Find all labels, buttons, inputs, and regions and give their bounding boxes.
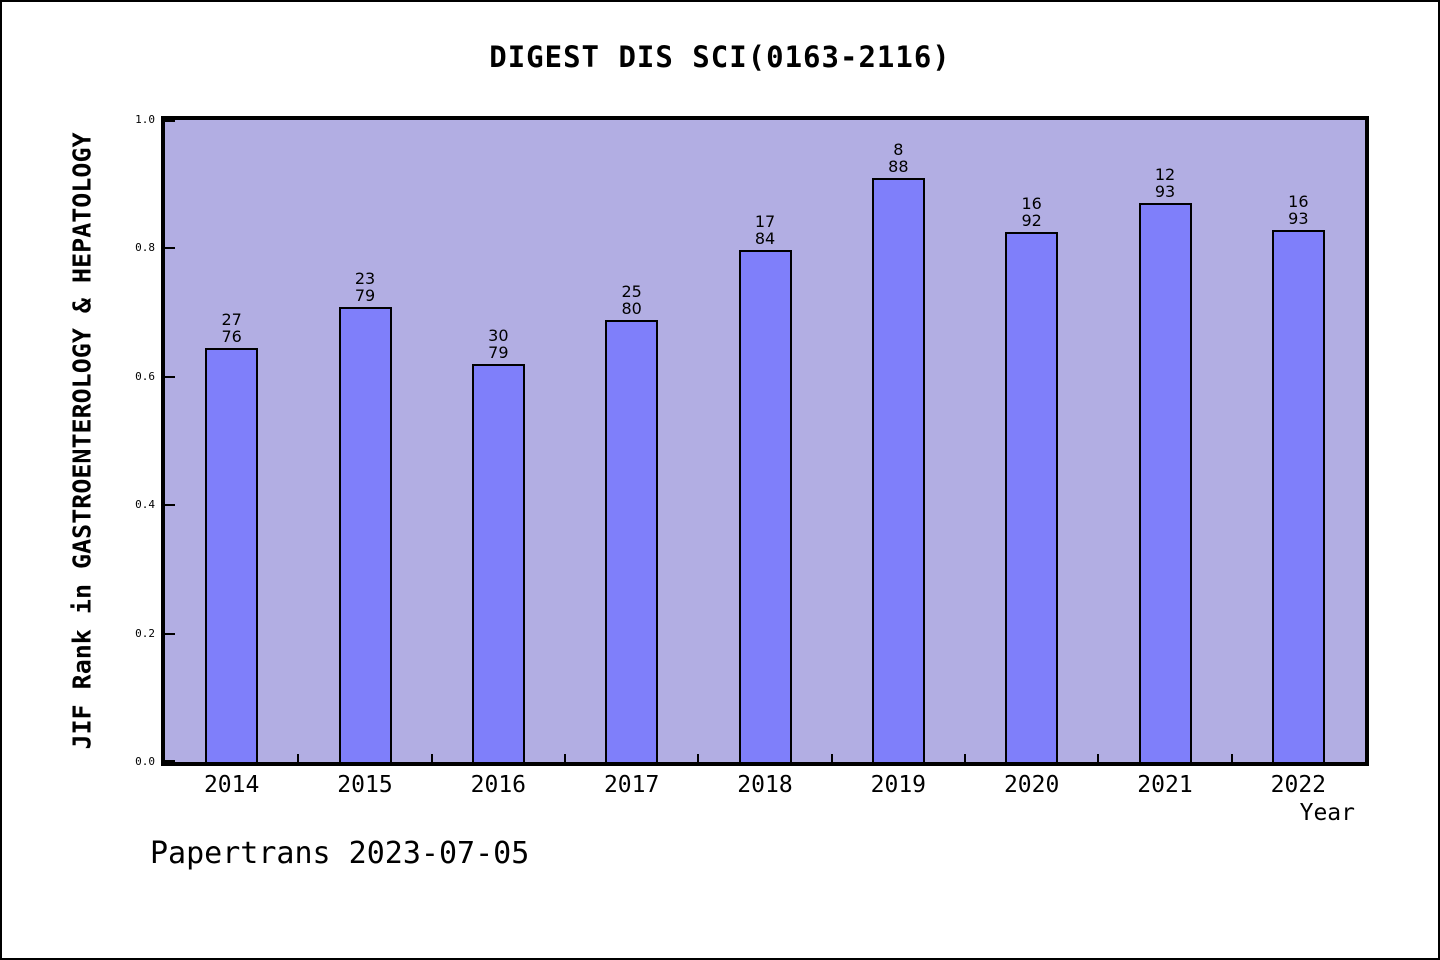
x-tick-label-2021: 2021	[1137, 772, 1193, 798]
y-tick-mark	[165, 760, 175, 762]
bar-rank-value: 25	[621, 282, 642, 301]
x-tick-label-2017: 2017	[603, 772, 660, 798]
y-tick-label: 0.8	[135, 241, 155, 255]
bar-value-label-2022: 16 93	[1253, 193, 1343, 227]
bar-2021	[1138, 203, 1192, 762]
bar-total-value: 80	[621, 299, 642, 318]
bar-rank-value: 17	[754, 212, 776, 231]
bar-2015	[338, 307, 392, 762]
bar-total-value: 93	[1288, 209, 1309, 228]
x-tick-label-2018: 2018	[737, 772, 793, 798]
x-tick-label-2016: 2016	[470, 772, 527, 798]
bar-total-value: 76	[221, 327, 242, 346]
bar-rank-value: 16	[1288, 192, 1309, 211]
x-axis-minor-tick	[697, 754, 700, 762]
chart-title: DIGEST DIS SCI(0163-2116)	[489, 40, 951, 74]
plot-area: 27 76 2014 23 79 2015 30 79 2016 25 80 2017 17 84 2018…	[135, 113, 1369, 798]
x-axis-minor-tick	[830, 754, 833, 762]
bar-value-label-2015: 23 79	[320, 270, 410, 304]
bar-rank-value: 27	[221, 310, 242, 329]
x-axis-minor-tick	[1097, 754, 1100, 762]
bar-value-label-2017: 25 80	[587, 283, 677, 317]
bar-2022	[1271, 230, 1325, 762]
bar-rank-value: 16	[1021, 194, 1042, 213]
bar-2016	[471, 364, 525, 762]
y-tick-mark	[165, 375, 175, 378]
y-tick-label: 0.0	[135, 755, 155, 768]
bar-2017	[605, 320, 659, 762]
plot-inner: 27 76 2014 23 79 2015 30 79 2016 25 80 2017 17 84 2018…	[135, 113, 1365, 798]
y-tick-mark	[165, 120, 175, 122]
bar-value-label-2014: 27 76	[187, 311, 277, 345]
x-axis-minor-tick	[430, 754, 433, 762]
bar-total-value: 79	[354, 286, 376, 305]
bar-2020	[1005, 232, 1059, 762]
bar-value-label-2016: 30 79	[453, 327, 543, 361]
y-tick-label: 0.2	[135, 626, 155, 640]
bar-total-value: 93	[1154, 182, 1176, 201]
y-tick-mark	[165, 504, 175, 507]
bar-value-label-2021: 12 93	[1120, 166, 1210, 200]
x-axis-minor-tick	[297, 754, 300, 762]
y-tick-mark	[165, 247, 175, 250]
x-tick-label-2014: 2014	[203, 772, 260, 798]
bar-rank-value: 30	[488, 326, 509, 345]
bar-2019	[871, 178, 925, 762]
bar-rank-value: 8	[893, 140, 904, 159]
bar-total-value: 79	[488, 343, 509, 362]
bar-total-value: 88	[888, 157, 909, 176]
bar-rank-value: 12	[1154, 165, 1176, 184]
x-axis-minor-tick	[964, 754, 966, 762]
y-axis-label: JIF Rank in GASTROENTEROLOGY & HEPATOLOG…	[67, 132, 97, 750]
bar-2014	[205, 348, 259, 762]
bar-rank-value: 23	[354, 269, 376, 288]
bar-value-label-2018: 17 84	[720, 213, 810, 247]
x-axis-minor-tick	[1230, 754, 1233, 762]
bar-total-value: 92	[1021, 211, 1042, 230]
x-axis-minor-tick	[564, 754, 566, 762]
x-tick-label-2019: 2019	[870, 772, 927, 798]
bar-value-label-2020: 16 92	[987, 195, 1077, 229]
watermark-text: Papertrans 2023-07-05	[150, 836, 530, 871]
x-axis-label: Year	[1299, 800, 1355, 826]
y-tick-label: 1.0	[135, 113, 155, 126]
bar-total-value: 84	[754, 229, 776, 248]
x-tick-label-2015: 2015	[337, 772, 393, 798]
x-tick-label-2022: 2022	[1270, 772, 1327, 798]
bar-2018	[738, 250, 792, 762]
bar-value-label-2019: 8 88	[853, 141, 943, 175]
y-tick-mark	[165, 632, 175, 635]
y-tick-label: 0.6	[135, 369, 155, 383]
y-tick-label: 0.4	[135, 498, 155, 512]
x-tick-label-2020: 2020	[1003, 772, 1060, 798]
